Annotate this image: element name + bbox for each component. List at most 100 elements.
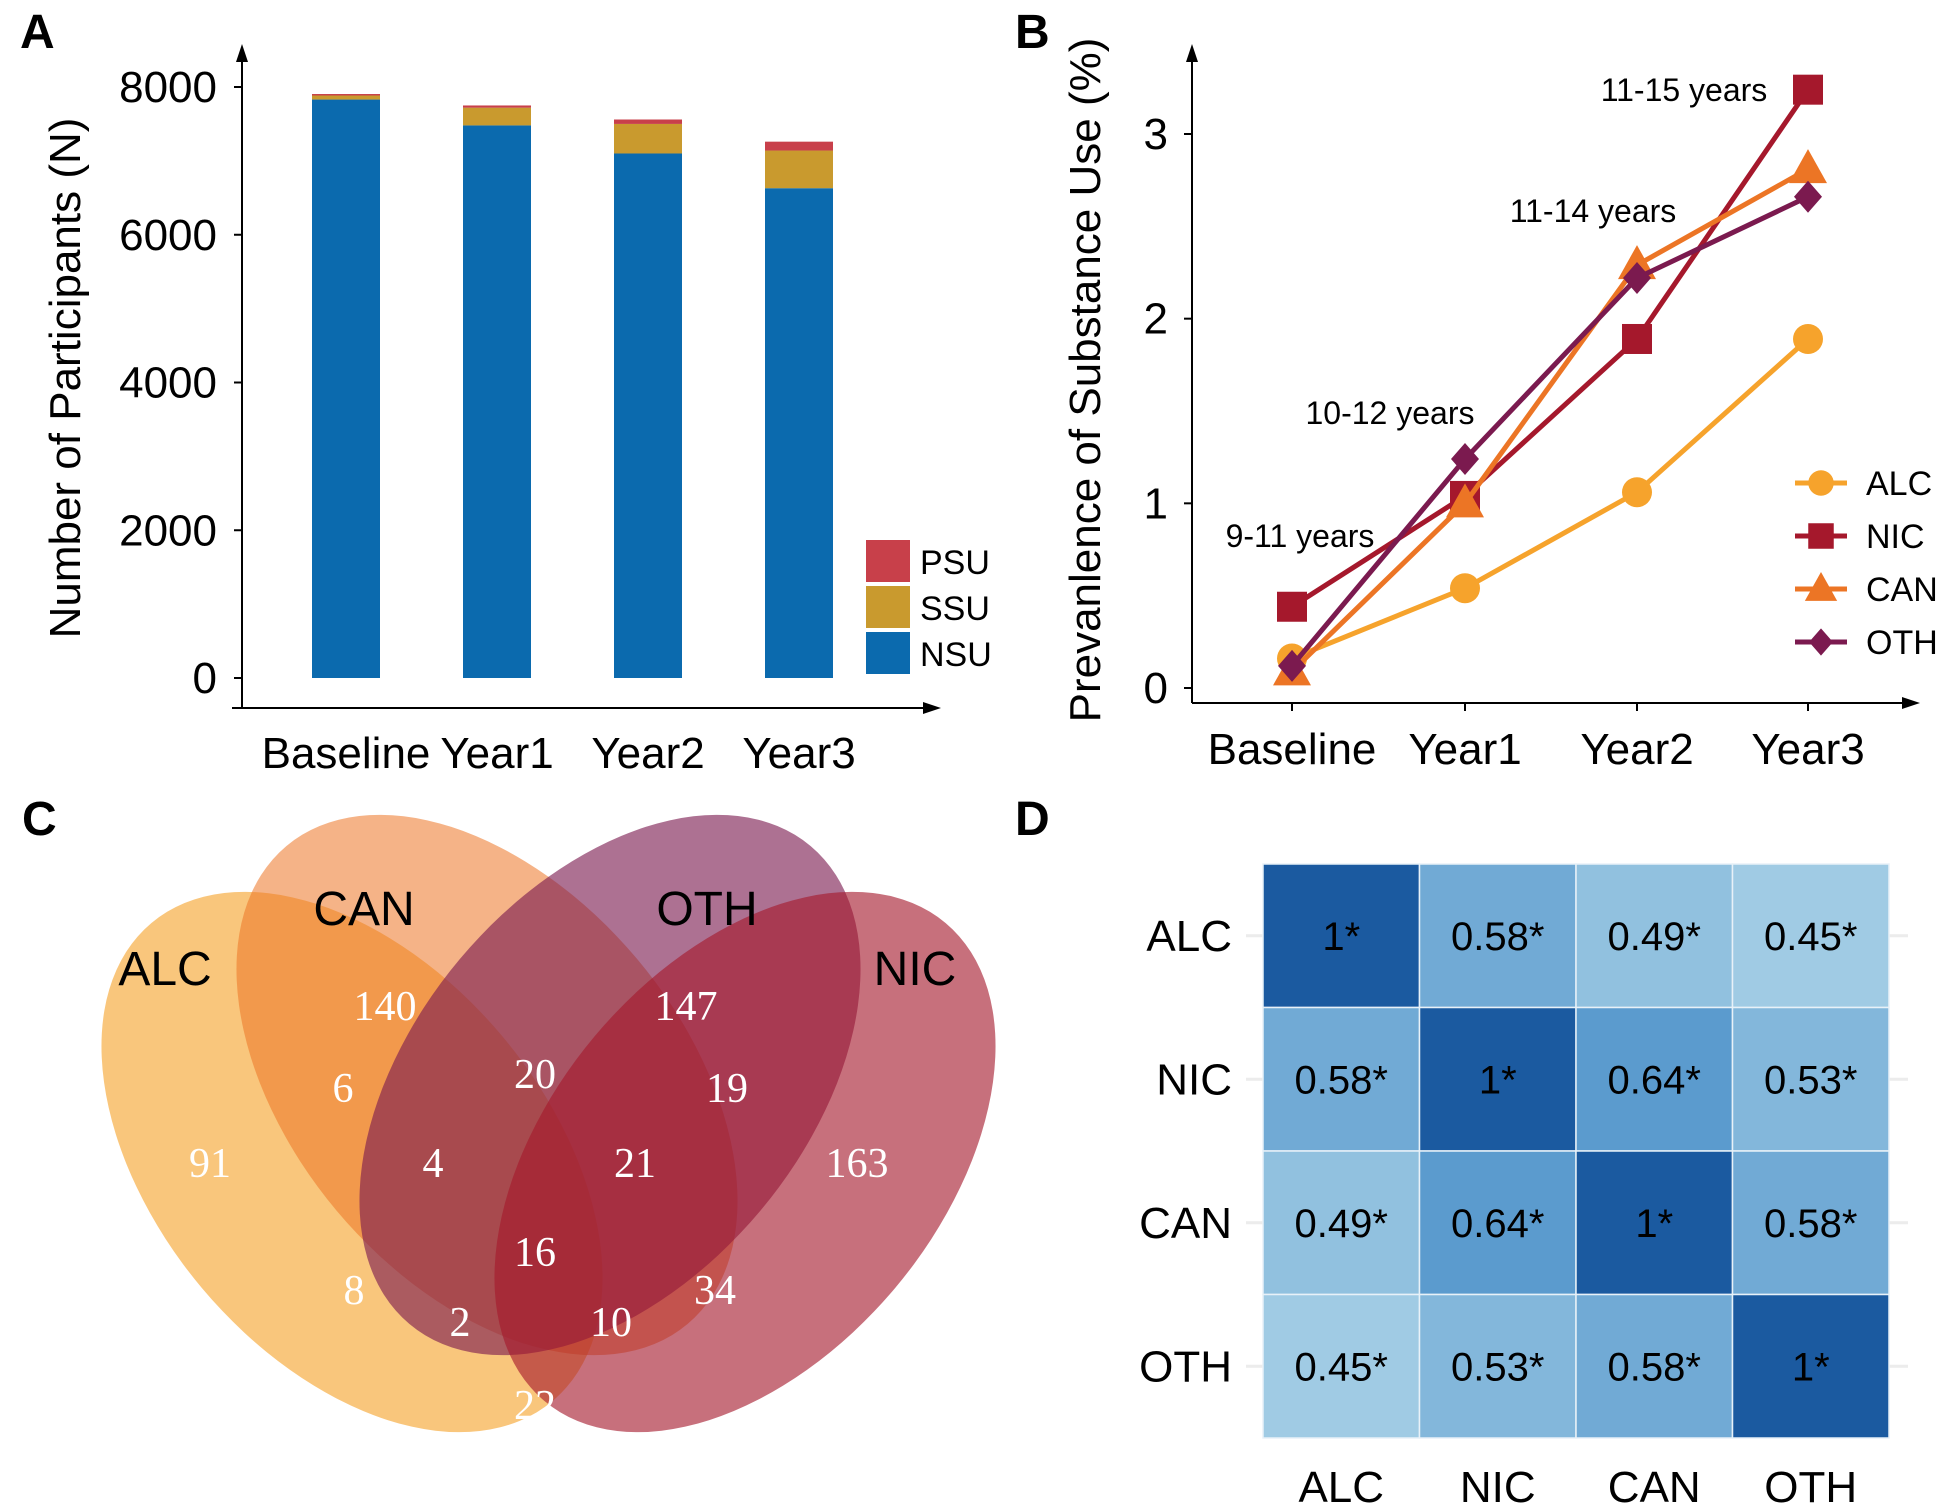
point-alc-year3 [1793,323,1823,354]
heatmap-cell-label: 0.58* [1451,915,1544,959]
panel-label-a: A [20,6,55,59]
venn-set-label-nic: NIC [874,943,957,996]
bar-chart-axes: 0 2000 4000 6000 8000 Number of Participants … [41,44,941,778]
age-annotation: 11-14 years [1510,193,1677,229]
heatmap-row-label-can: CAN [1139,1199,1232,1248]
y-axis-title: Prevanlence of Substance Use (%) [1061,38,1110,723]
line-chart-axes: 0 1 2 3 Baseline Year1 Year2 Year3 Prevanlence o… [1061,38,1920,774]
point-oth-baseline [1278,649,1306,682]
venn-count-can-nic: 34 [694,1268,736,1314]
x-tick-label: Baseline [262,729,431,778]
heatmap-cell-label: 0.53* [1764,1058,1857,1102]
panel-label-b: B [1015,6,1050,59]
legend-swatch-ssu [866,586,910,628]
bar-nsu-year1 [463,125,531,679]
legend-label-can: CAN [1866,571,1938,609]
series-line-can [1290,166,1810,674]
venn-count-can-oth: 20 [514,1052,556,1098]
heatmap-cell-can-can [1575,1150,1734,1296]
heatmap-cell-can-alc [1262,1150,1421,1296]
heatmap-cell-label: 0.53* [1451,1345,1544,1389]
y-tick-label: 6000 [119,211,217,260]
heatmap-cell-oth-can [1575,1293,1734,1439]
heatmap-cell-label: 0.64* [1608,1058,1701,1102]
bar-chart-legend: PSU SSU NSU [866,540,992,674]
y-tick-label: 2 [1144,295,1168,344]
x-tick-label: Year2 [1580,725,1693,774]
series-line-oth [1290,194,1810,668]
heatmap-cell-label: 1* [1322,915,1360,959]
heatmap-cell-oth-nic [1418,1293,1577,1439]
legend-label-ssu: SSU [920,590,990,628]
bar-chart-bars [312,94,833,679]
heatmap-cell-oth-oth [1731,1293,1890,1439]
x-tick-label: Baseline [1208,725,1377,774]
heatmap-cell-label: 0.45* [1295,1345,1388,1389]
legend-label-alc: ALC [1866,465,1932,503]
heatmap-col-label-alc: ALC [1298,1463,1384,1512]
heatmap-cell-label: 0.49* [1295,1202,1388,1246]
point-can-year1 [1446,483,1484,518]
y-tick-label: 1 [1144,479,1168,528]
heatmap-cell-nic-can [1575,1006,1734,1152]
y-axis-arrow [236,44,248,62]
venn-set-label-alc: ALC [118,943,211,996]
venn-count-alc-can-oth: 4 [423,1141,444,1187]
legend-swatch-psu [866,540,910,582]
heatmap-cells: 1* 0.58* 0.49* 0.45* 0.58* 1* 0.64* 0.53* 0.49* 0… [1262,863,1890,1439]
legend-label-nsu: NSU [920,636,992,674]
series-line-alc [1291,337,1810,661]
heatmap-cell-label: 0.45* [1764,915,1857,959]
line-chart-annotations: 9-11 years 10-12 years 11-14 years 11-15 ye… [1226,72,1768,554]
heatmap-cell-label: 1* [1792,1345,1830,1389]
heatmap-col-label-nic: NIC [1460,1463,1536,1512]
y-axis-title: Number of Participants (N) [41,118,90,639]
bar-psu-year3 [765,141,833,151]
heatmap-cell-label: 0.58* [1764,1202,1857,1246]
point-can-year3 [1789,149,1827,184]
heatmap-row-label-oth: OTH [1139,1342,1232,1391]
venn-set-label-can: CAN [313,883,414,936]
venn-count-alc-oth: 8 [344,1268,365,1314]
venn-set-label-oth: OTH [656,883,757,936]
heatmap-cell-label: 1* [1479,1058,1517,1102]
y-tick-label: 3 [1144,110,1168,159]
panel-label-c: C [22,793,57,846]
x-axis-arrow [923,702,941,714]
bar-ssu-year1 [463,107,531,126]
bar-psu-year2 [614,119,682,124]
heatmap-cell-label: 0.64* [1451,1202,1544,1246]
venn-count-oth: 147 [655,984,718,1030]
age-annotation: 9-11 years [1226,518,1375,554]
venn-count-alc-can-oth-nic: 16 [514,1230,556,1276]
x-axis-arrow [1902,697,1920,709]
venn-count-alc-nic: 22 [514,1383,556,1429]
heatmap-cell-label: 0.58* [1608,1345,1701,1389]
x-tick-label: Year1 [440,729,553,778]
heatmap-cell-alc-can [1575,863,1734,1009]
x-tick-label: Year2 [591,729,704,778]
legend-marker-alc [1808,470,1834,496]
bar-psu-baseline [312,94,380,96]
point-oth-year1 [1451,443,1479,476]
legend-label-oth: OTH [1866,624,1938,662]
legend-swatch-nsu [866,632,910,674]
point-alc-year2 [1622,477,1652,508]
line-chart-legend: ALC NIC CAN OTH [1795,465,1938,662]
bar-nsu-year3 [765,188,833,679]
y-tick-label: 8000 [119,63,217,112]
y-tick-label: 4000 [119,359,217,408]
heatmap-cell-nic-oth [1731,1006,1890,1152]
heatmap-cell-label: 0.49* [1608,915,1701,959]
point-alc-year1 [1450,573,1480,604]
bar-nsu-baseline [312,99,380,679]
x-tick-label: Year3 [742,729,855,778]
bar-ssu-year3 [765,150,833,189]
panel-label-d: D [1015,793,1050,846]
y-axis-arrow [1186,44,1198,62]
heatmap-axis-labels: ALC NIC CAN OTH ALC NIC CAN OTH [1139,912,1857,1512]
legend-label-nic: NIC [1866,518,1925,556]
y-tick-label: 2000 [119,506,217,555]
point-oth-year3 [1794,180,1822,213]
